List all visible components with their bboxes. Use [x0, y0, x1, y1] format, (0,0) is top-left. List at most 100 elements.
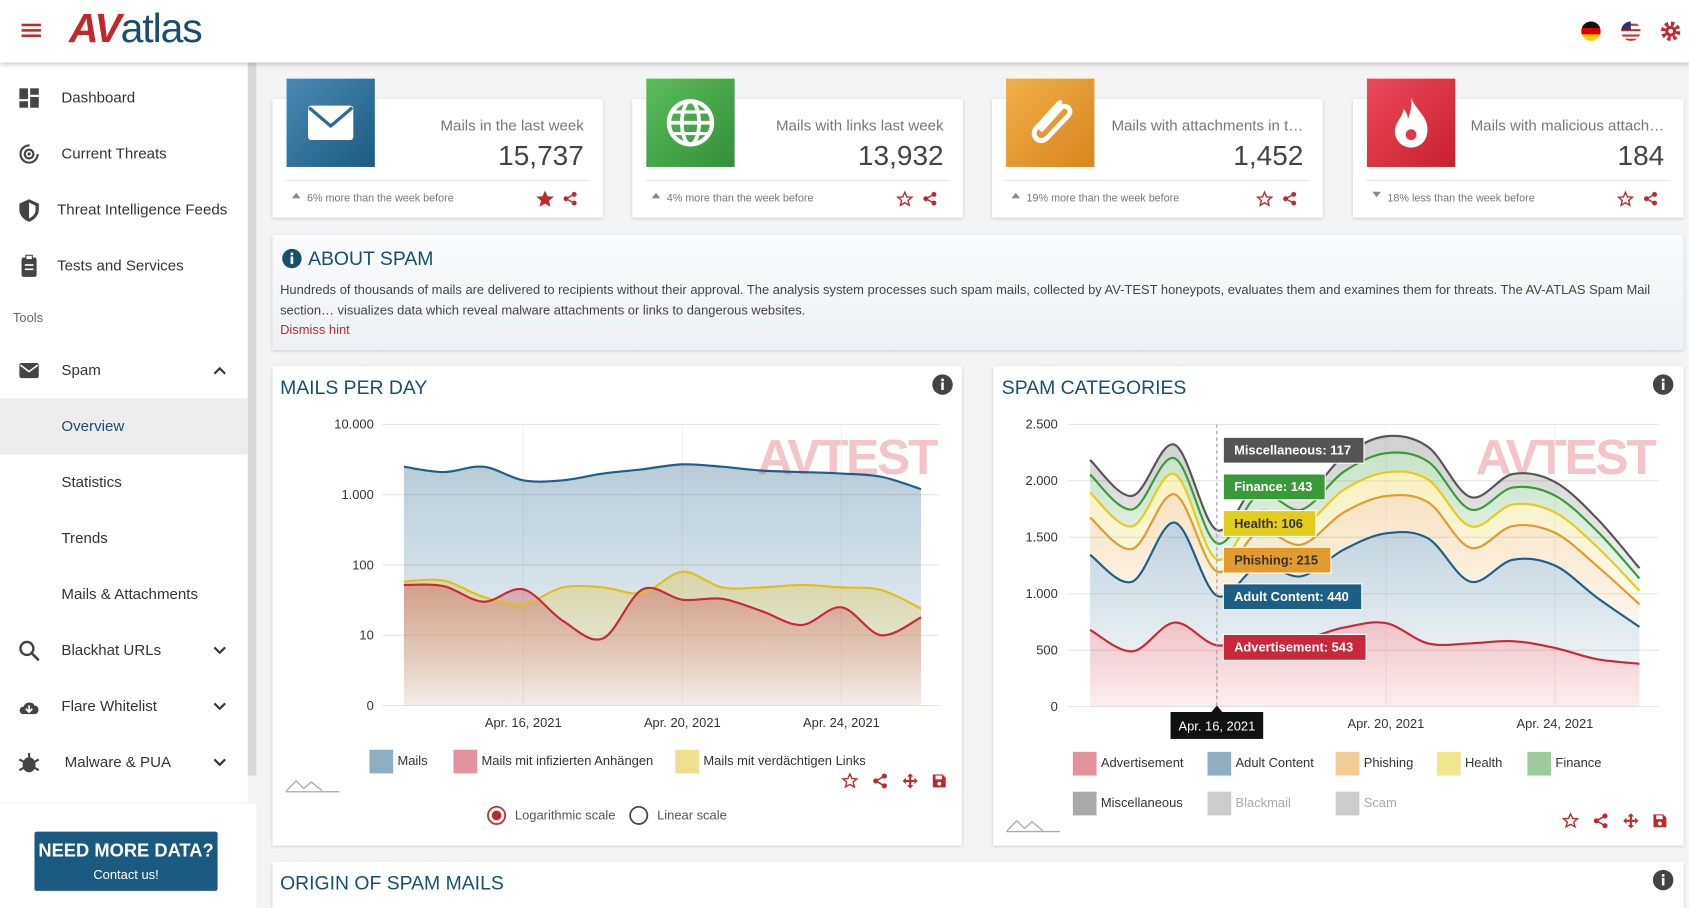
nav-icon-part: [19, 363, 39, 379]
legend-swatch[interactable]: [369, 749, 394, 774]
fullscreen-button[interactable]: [1623, 813, 1639, 829]
nav-item[interactable]: Blackhat URLs: [61, 640, 162, 659]
nav-item[interactable]: Tests and Services: [57, 256, 184, 274]
fullscreen-button[interactable]: [902, 773, 918, 789]
legend-swatch[interactable]: [1527, 751, 1552, 776]
chevron[interactable]: [212, 757, 227, 768]
chevron[interactable]: [212, 365, 227, 376]
kpi-icon: [286, 78, 375, 167]
legend-label[interactable]: Miscellaneous: [1100, 794, 1183, 811]
nav-active-bg: [0, 398, 248, 455]
nav-item[interactable]: Spam: [61, 360, 101, 379]
share-button[interactable]: [873, 773, 888, 789]
menu-button[interactable]: [21, 22, 44, 39]
flag-us[interactable]: [1620, 20, 1644, 44]
nav-subitem[interactable]: Statistics: [61, 472, 122, 491]
legend-swatch-part: [1335, 751, 1360, 776]
kpi-note: 4% more than the week before: [666, 192, 814, 205]
legend-label[interactable]: Mails mit verdächtigen Links: [703, 752, 866, 769]
nav-icon: [19, 199, 39, 222]
legend-label[interactable]: Phishing: [1363, 755, 1414, 771]
hint-text: Hundreds of thousands of mails are deliv…: [280, 282, 1651, 318]
favorite-button[interactable]: [896, 190, 914, 207]
legend-swatch[interactable]: [1335, 751, 1360, 776]
kpi-divider: [1365, 179, 1671, 181]
legend-swatch[interactable]: [1436, 751, 1461, 776]
radio[interactable]: [629, 805, 649, 825]
legend-swatch[interactable]: [675, 749, 700, 774]
save-button[interactable]: [1652, 813, 1667, 828]
radio-label[interactable]: Logarithmic scale: [514, 807, 616, 823]
flag-de[interactable]: [1579, 20, 1603, 42]
info-button-part: [941, 382, 944, 390]
nav-icon-part: [25, 705, 33, 714]
favorite-button[interactable]: [1255, 190, 1274, 207]
legend-swatch-hidden[interactable]: [1335, 791, 1360, 816]
legend-label[interactable]: Finance: [1555, 755, 1602, 771]
save-button[interactable]: [932, 773, 947, 788]
nav-subitem[interactable]: Mails & Attachments: [61, 584, 199, 603]
share-button[interactable]: [1283, 191, 1297, 206]
kpi-icon-part: [308, 105, 354, 141]
legend-swatch-hidden[interactable]: [1207, 791, 1232, 816]
favorite-button[interactable]: [841, 772, 859, 789]
radio-label[interactable]: Linear scale: [657, 807, 727, 823]
favorite-button-part: [896, 190, 914, 207]
kpi-value: 15,737: [498, 138, 584, 172]
info-button[interactable]: [932, 374, 954, 396]
kpi-icon-part: [1394, 98, 1428, 148]
cta-button[interactable]: NEED MORE DATA? Contact us!: [34, 831, 218, 891]
kpi-value: 13,932: [857, 138, 944, 172]
nav-subitem[interactable]: Trends: [61, 528, 108, 547]
kpi-icon-part: [1405, 129, 1417, 141]
share-button[interactable]: [923, 191, 937, 206]
header: AVatlas: [0, 0, 1689, 63]
chevron[interactable]: [212, 645, 227, 656]
info-button[interactable]: [1652, 374, 1674, 396]
legend-swatch[interactable]: [453, 749, 478, 774]
legend-label[interactable]: Adult Content: [1235, 755, 1314, 771]
legend-label[interactable]: Health: [1464, 755, 1503, 771]
radio[interactable]: [487, 805, 507, 825]
logo[interactable]: AVatlas: [69, 6, 203, 52]
info-button[interactable]: [1652, 869, 1674, 891]
save-button-part: [1657, 821, 1662, 826]
nav-icon-part: [18, 752, 40, 772]
legend-label[interactable]: Mails: [397, 752, 428, 769]
share-button[interactable]: [1643, 191, 1658, 206]
legend-label[interactable]: Advertisement: [1100, 755, 1184, 771]
legend-label[interactable]: Mails mit infizierten Anhängen: [481, 752, 654, 769]
nav-item[interactable]: Threat Intelligence Feeds: [57, 200, 228, 218]
nav-icon-part: [30, 88, 39, 95]
dismiss-hint[interactable]: Dismiss hint: [280, 322, 350, 338]
info-button-part: [1661, 382, 1665, 390]
favorite-button[interactable]: [536, 190, 554, 207]
chevron[interactable]: [212, 701, 227, 712]
scrollbar[interactable]: [247, 62, 257, 776]
kpi-icon-part: [1031, 99, 1073, 143]
legend-label-hidden[interactable]: Blackmail: [1235, 794, 1291, 811]
nav-item[interactable]: Malware & PUA: [64, 752, 172, 771]
nav-item[interactable]: Current Threats: [61, 144, 167, 162]
nav-subitem[interactable]: Overview: [61, 416, 125, 435]
share-button[interactable]: [1593, 813, 1608, 829]
legend-swatch[interactable]: [1072, 791, 1097, 816]
favorite-button[interactable]: [1616, 190, 1635, 207]
legend-label-hidden[interactable]: Scam: [1363, 794, 1397, 811]
nav-item[interactable]: Flare Whitelist: [61, 696, 157, 715]
info-button-part: [1661, 378, 1665, 382]
favorite-button[interactable]: [1561, 812, 1580, 829]
favorite-button-part: [536, 190, 554, 207]
share-button[interactable]: [563, 191, 577, 206]
mails-per-day-card: [272, 366, 962, 846]
kpi-icon: [646, 78, 735, 167]
info-button-part: [1661, 874, 1665, 877]
legend-swatch[interactable]: [1072, 751, 1097, 776]
settings-button[interactable]: [1660, 21, 1681, 41]
legend-swatch[interactable]: [1207, 751, 1232, 776]
radio-part: [629, 805, 649, 825]
nav-item[interactable]: Dashboard: [61, 88, 136, 106]
legend-swatch-part: [369, 749, 394, 774]
nav-icon-part: [19, 364, 39, 373]
